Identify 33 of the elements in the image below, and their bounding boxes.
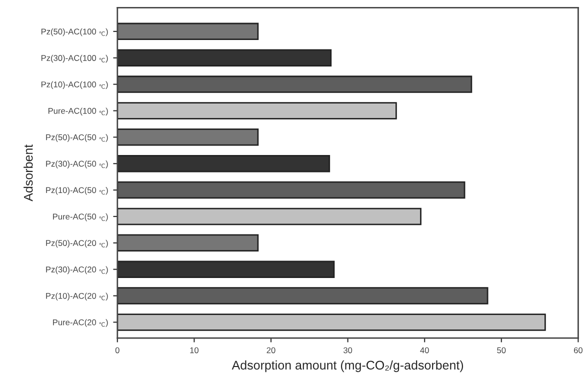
bar [117,181,466,199]
bar [117,154,330,172]
x-tick-label: 40 [420,347,429,354]
y-tick-label: Pz(10)-AC(20 $_{℃}$) [46,292,108,300]
bar [117,314,546,331]
bar [117,128,259,146]
x-tick-label: 50 [497,347,506,354]
x-tick-label: 10 [190,347,199,354]
y-tick-label: Pz(10)-AC(50 $_{℃}$) [46,186,108,195]
y-tick-label: Pz(50)-AC(100 $_{℃}$) [41,28,108,36]
bar [117,102,397,120]
bar [117,260,335,278]
bar [117,22,259,40]
bar [117,234,259,252]
y-tick-label: Pz(50)-AC(20 $_{℃}$) [46,240,108,248]
x-tick-label: 60 [574,347,583,354]
bar [117,76,472,93]
x-tick-label: 0 [115,347,120,354]
x-tick-label: 20 [266,347,276,354]
x-axis-title: Adsorption amount (mg-CO₂/g-adsorbent) [232,360,464,372]
bar [117,287,488,304]
x-tick-label: 30 [343,347,352,354]
y-axis-title: Adsorbent [24,144,33,202]
y-tick-label: Pure-AC(100 $_{℃}$) [48,108,108,116]
y-tick-label: Pz(50)-AC(50 $_{℃}$) [46,134,108,142]
y-tick-label: Pure-AC(50 $_{℃}$) [53,213,108,222]
bar [117,208,422,226]
y-tick-label: Pz(10)-AC(100 $_{℃}$) [41,81,108,90]
y-tick-label: Pz(30)-AC(100 $_{℃}$) [41,54,108,63]
y-tick-label: Pure-AC(20 $_{℃}$) [53,319,108,327]
bar [117,49,332,66]
y-tick-label: Pz(30)-AC(20 $_{℃}$) [46,266,108,274]
y-tick-label: Pz(30)-AC(50 $_{℃}$) [46,160,108,168]
